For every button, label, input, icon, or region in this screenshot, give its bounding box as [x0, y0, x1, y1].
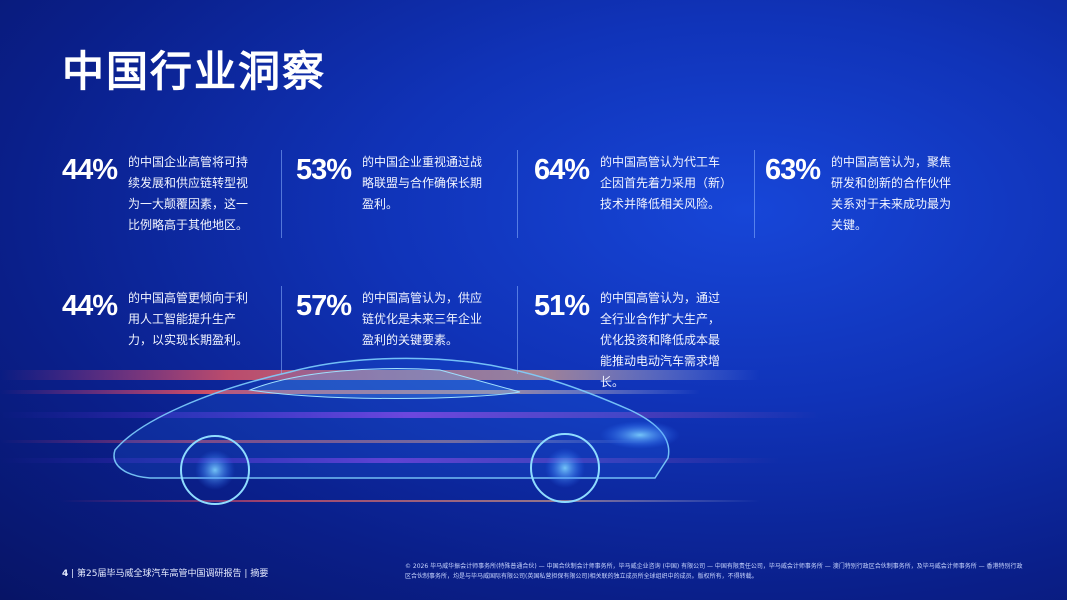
stat-text: 的中国高管认为，通过全行业合作扩大生产，优化投资和降低成本最能推动电动汽车需求增…: [600, 291, 721, 389]
divider: [754, 150, 755, 238]
car-light-illustration: [0, 357, 820, 505]
report-name: 第25届毕马威全球汽车高管中国调研报告: [77, 569, 242, 579]
stat-text: 的中国高管认为，供应链优化是未来三年企业盈利的关键要素。: [362, 291, 483, 347]
stat-item: 53% 的中国企业重视通过战略联盟与合作确保长期盈利。: [296, 152, 490, 215]
stat-text: 的中国企业高管将可持续发展和供应链转型视为一大颠覆因素，这一比例略高于其他地区。: [128, 155, 249, 232]
page-number: 4: [62, 569, 69, 579]
stat-text: 的中国高管认为，聚焦研发和创新的合作伙伴关系对于未来成功最为关键。: [831, 155, 952, 232]
stat-value: 57%: [296, 290, 352, 322]
page-title: 中国行业洞察: [62, 47, 327, 96]
copyright-notice: © 2026 毕马威华振会计师事务所(特殊普通合伙) — 中国合伙制会计师事务所…: [405, 563, 1023, 580]
footer-info: 4 | 第25届毕马威全球汽车高管中国调研报告 | 摘要: [62, 566, 268, 579]
stat-value: 53%: [296, 154, 352, 186]
stat-item: 64% 的中国高管认为代工车企因首先着力采用（新）技术并降低相关风险。: [534, 152, 728, 215]
stat-value: 51%: [534, 290, 590, 322]
stat-text: 的中国高管更倾向于利用人工智能提升生产力，以实现长期盈利。: [128, 291, 249, 347]
stat-text: 的中国高管认为代工车企因首先着力采用（新）技术并降低相关风险。: [600, 155, 727, 211]
divider: [517, 286, 518, 374]
section-name: 摘要: [250, 569, 269, 579]
stat-value: 63%: [765, 154, 821, 186]
stat-item: 44% 的中国高管更倾向于利用人工智能提升生产力，以实现长期盈利。: [62, 288, 256, 351]
stat-value: 64%: [534, 154, 590, 186]
stat-item: 51% 的中国高管认为，通过全行业合作扩大生产，优化投资和降低成本最能推动电动汽…: [534, 288, 728, 393]
stat-value: 44%: [62, 154, 118, 186]
divider: [281, 286, 282, 374]
stat-value: 44%: [62, 290, 118, 322]
divider: [281, 150, 282, 238]
stat-item: 44% 的中国企业高管将可持续发展和供应链转型视为一大颠覆因素，这一比例略高于其…: [62, 152, 256, 236]
footer-separator: |: [244, 569, 248, 579]
footer-separator: |: [71, 569, 78, 579]
stat-item: 57% 的中国高管认为，供应链优化是未来三年企业盈利的关键要素。: [296, 288, 490, 351]
stat-text: 的中国企业重视通过战略联盟与合作确保长期盈利。: [362, 155, 483, 211]
divider: [517, 150, 518, 238]
stat-item: 63% 的中国高管认为，聚焦研发和创新的合作伙伴关系对于未来成功最为关键。: [765, 152, 959, 236]
